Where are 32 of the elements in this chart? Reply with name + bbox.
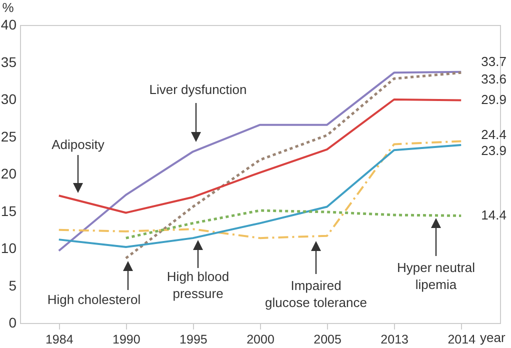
x-tick-label: 2000 <box>246 332 274 346</box>
x-tick-label: 1995 <box>180 332 208 346</box>
line-series <box>124 71 462 260</box>
x-tick-label: 1990 <box>112 332 140 346</box>
annotation: Hyper neutral lipemia <box>396 260 476 292</box>
y-tick-label: 25 <box>0 128 17 144</box>
y-tick-label: 10 <box>0 240 17 256</box>
data-label: 33.6 <box>481 72 506 87</box>
data-label: 23.9 <box>481 142 506 158</box>
data-label: 33.7 <box>481 54 506 69</box>
y-tick-label: 5 <box>8 277 17 294</box>
y-tick-label: 0 <box>8 314 17 330</box>
x-axis-title: year <box>480 330 506 345</box>
annotation: High cholesterol <box>47 292 141 307</box>
annotation: High blood pressure <box>166 269 230 301</box>
x-tick-label: 1984 <box>45 332 74 346</box>
annotation: Adiposity <box>52 137 105 152</box>
line-series <box>124 209 462 240</box>
y-tick-label: 30 <box>0 91 17 107</box>
x-tick-label: 2014 <box>448 332 476 346</box>
x-tick-label: 2013 <box>380 332 409 346</box>
y-axis-title: % <box>2 0 14 15</box>
annotation: Liver dysfunction <box>149 82 247 97</box>
data-label: 24.4 <box>481 127 506 142</box>
data-label: 29.9 <box>481 92 506 108</box>
x-tick-label: 2005 <box>314 332 342 346</box>
y-tick-label: 35 <box>0 54 17 70</box>
y-tick-label: 40 <box>0 16 17 32</box>
y-tick-label: 20 <box>0 166 17 182</box>
y-tick-label: 15 <box>0 202 17 219</box>
data-label: 14.4 <box>481 208 506 223</box>
annotation: Impaired glucose tolerance <box>265 278 367 310</box>
